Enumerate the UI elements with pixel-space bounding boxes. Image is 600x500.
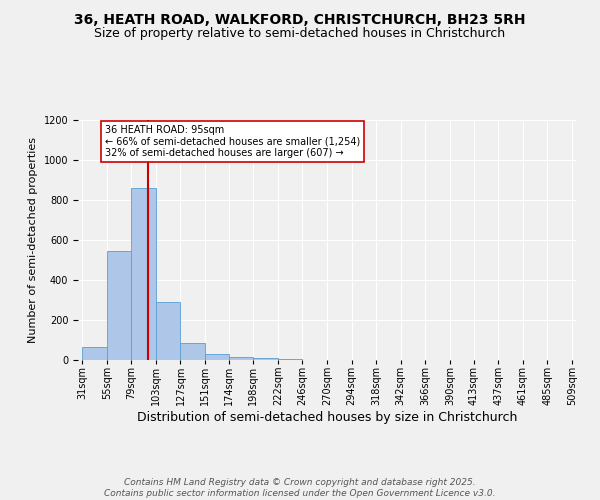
Bar: [229, 357, 253, 360]
Text: 36 HEATH ROAD: 95sqm
← 66% of semi-detached houses are smaller (1,254)
32% of se: 36 HEATH ROAD: 95sqm ← 66% of semi-detac…: [104, 125, 360, 158]
Bar: [156, 302, 181, 360]
Bar: [131, 188, 156, 360]
Text: Size of property relative to semi-detached houses in Christchurch: Size of property relative to semi-detach…: [94, 28, 506, 40]
X-axis label: Distribution of semi-detached houses by size in Christchurch: Distribution of semi-detached houses by …: [137, 410, 517, 424]
Bar: [253, 358, 278, 360]
Bar: [278, 359, 302, 360]
Bar: [107, 251, 131, 360]
Y-axis label: Number of semi-detached properties: Number of semi-detached properties: [28, 137, 38, 343]
Bar: [205, 354, 229, 360]
Bar: [82, 347, 107, 360]
Text: 36, HEATH ROAD, WALKFORD, CHRISTCHURCH, BH23 5RH: 36, HEATH ROAD, WALKFORD, CHRISTCHURCH, …: [74, 12, 526, 26]
Text: Contains HM Land Registry data © Crown copyright and database right 2025.
Contai: Contains HM Land Registry data © Crown c…: [104, 478, 496, 498]
Bar: [181, 343, 205, 360]
